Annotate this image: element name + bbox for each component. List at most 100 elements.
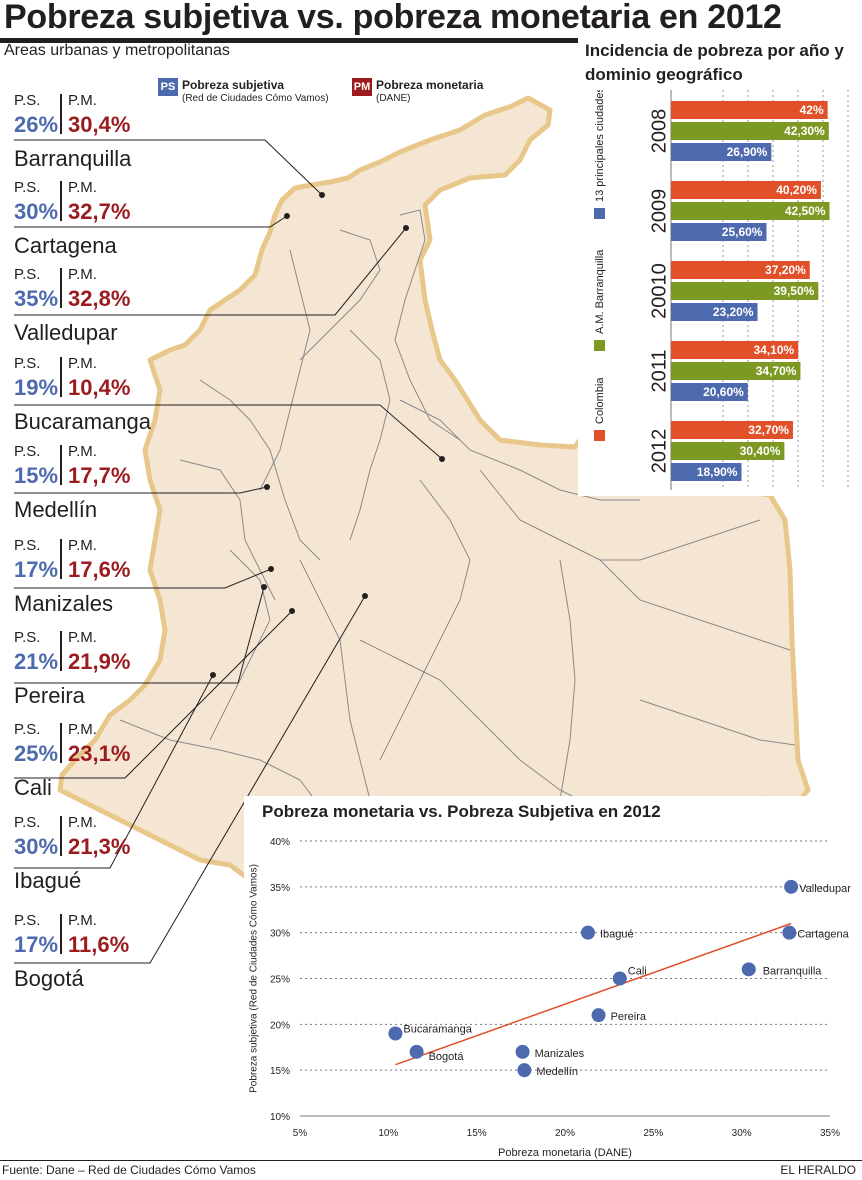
bar bbox=[671, 143, 772, 161]
bar bbox=[671, 463, 742, 481]
bar bbox=[671, 303, 758, 321]
ps-value: 25% bbox=[14, 741, 59, 766]
bar bbox=[671, 181, 821, 199]
pm-label: P.M. bbox=[68, 721, 97, 738]
scatter-point-label: Manizales bbox=[535, 1048, 585, 1060]
city-bogota: P.S. P.M. 17% 11,6% Bogotá bbox=[14, 910, 134, 992]
scatter-y-tick: 40% bbox=[270, 837, 290, 848]
bar bbox=[671, 261, 810, 279]
city-name: Ibagué bbox=[14, 868, 82, 893]
city-barranquilla: P.S. P.M. 26% 30,4% Barranquilla bbox=[14, 90, 134, 172]
scatter-point bbox=[741, 962, 756, 977]
ps-value: 30% bbox=[14, 199, 59, 224]
pm-label: P.M. bbox=[68, 179, 97, 196]
scatter-x-tick: 5% bbox=[293, 1128, 308, 1139]
scatter-point bbox=[612, 971, 627, 986]
city-medellin: P.S. P.M. 15% 17,7% Medellín bbox=[14, 441, 134, 523]
pm-value: 32,7% bbox=[68, 199, 131, 224]
bar bbox=[671, 421, 793, 439]
ps-value: 19% bbox=[14, 375, 59, 400]
pm-label: P.M. bbox=[68, 355, 97, 372]
pm-value: 17,7% bbox=[68, 463, 131, 488]
legend-pm-title: Pobreza monetaria bbox=[376, 78, 484, 92]
title-rule bbox=[0, 38, 862, 43]
city-manizales: P.S. P.M. 17% 17,6% Manizales bbox=[14, 535, 134, 617]
ps-label: P.S. bbox=[14, 179, 41, 196]
bar-data-label: 42% bbox=[800, 103, 824, 117]
pm-badge: PM bbox=[352, 78, 372, 96]
bar-legend-swatch bbox=[594, 340, 605, 351]
bar-chart: 2008 42% 42,30% 26,90% 2009 40,20% 42,50% 25,60… bbox=[594, 90, 849, 490]
scatter-trendline bbox=[395, 922, 792, 1066]
scatter-point-label: Bucaramanga bbox=[403, 1024, 472, 1036]
bar bbox=[671, 223, 767, 241]
city-name: Bucaramanga bbox=[14, 409, 151, 434]
bar-data-label: 42,50% bbox=[785, 204, 826, 218]
ps-label: P.S. bbox=[14, 537, 41, 554]
bar bbox=[671, 282, 819, 300]
legend-ps-title: Pobreza subjetiva bbox=[182, 78, 285, 92]
scatter-x-tick: 15% bbox=[467, 1128, 487, 1139]
bar-data-label: 30,40% bbox=[740, 444, 781, 458]
city-valledupar: P.S. P.M. 35% 32,8% Valledupar bbox=[14, 264, 134, 346]
bar-category-label: 2008 bbox=[648, 109, 670, 154]
ps-badge: PS bbox=[158, 78, 178, 96]
scatter-point-label: Cartagena bbox=[797, 929, 849, 941]
ps-value: 21% bbox=[14, 649, 59, 674]
bar-category-label: 2009 bbox=[648, 189, 670, 234]
pm-label: P.M. bbox=[68, 537, 97, 554]
ps-value: 15% bbox=[14, 463, 59, 488]
scatter-point bbox=[388, 1026, 403, 1041]
bar-data-label: 40,20% bbox=[776, 183, 817, 197]
ps-value: 17% bbox=[14, 557, 59, 582]
bar-data-label: 23,20% bbox=[713, 305, 754, 319]
bar-category-label: 20010 bbox=[648, 263, 670, 319]
bars-chart-title: Incidencia de pobreza por año y dominio … bbox=[585, 41, 844, 84]
bar-legend-swatch bbox=[594, 208, 605, 219]
bar-data-label: 39,50% bbox=[774, 284, 815, 298]
city-name: Manizales bbox=[14, 591, 114, 616]
ps-value: 26% bbox=[14, 112, 59, 137]
scatter-point bbox=[591, 1008, 606, 1023]
bar-category-label: 2012 bbox=[648, 429, 670, 474]
bar-legend-label: Colombia bbox=[594, 377, 606, 424]
scatter-point bbox=[784, 879, 799, 894]
ps-value: 17% bbox=[14, 932, 59, 957]
bar-data-label: 25,60% bbox=[722, 225, 763, 239]
scatter-y-tick: 35% bbox=[270, 883, 290, 894]
bar-data-label: 37,20% bbox=[765, 263, 806, 277]
scatter-x-tick: 10% bbox=[378, 1128, 398, 1139]
pm-value: 23,1% bbox=[68, 741, 131, 766]
scatter-y-tick: 30% bbox=[270, 929, 290, 940]
scatter-point-label: Barranquilla bbox=[763, 965, 823, 977]
scatter-y-tick: 25% bbox=[270, 975, 290, 986]
pm-label: P.M. bbox=[68, 92, 97, 109]
city-name: Cartagena bbox=[14, 233, 117, 258]
city-cali: P.S. P.M. 25% 23,1% Cali bbox=[14, 719, 134, 801]
pm-label: P.M. bbox=[68, 912, 97, 929]
footer-source: Fuente: Dane – Red de Ciudades Cómo Vamo… bbox=[2, 1163, 256, 1177]
legend-ps: PS Pobreza subjetiva (Red de Ciudades Có… bbox=[158, 78, 329, 106]
scatter-point-label: Medellín bbox=[536, 1066, 578, 1078]
pm-label: P.M. bbox=[68, 266, 97, 283]
city-name: Pereira bbox=[14, 683, 85, 708]
bar bbox=[671, 362, 801, 380]
bar-data-label: 18,90% bbox=[697, 465, 738, 479]
pm-value: 21,3% bbox=[68, 834, 131, 859]
footer-rule bbox=[0, 1160, 862, 1161]
pm-value: 10,4% bbox=[68, 375, 131, 400]
scatter-point bbox=[515, 1044, 530, 1059]
legend-pm: PM Pobreza monetaria (DANE) bbox=[352, 78, 483, 106]
city-pereira: P.S. P.M. 21% 21,9% Pereira bbox=[14, 627, 134, 709]
scatter-x-tick: 20% bbox=[555, 1128, 575, 1139]
pm-value: 17,6% bbox=[68, 557, 131, 582]
scatter-x-tick: 30% bbox=[732, 1128, 752, 1139]
scatter-point-label: Ibagué bbox=[600, 929, 634, 941]
pm-value: 32,8% bbox=[68, 286, 131, 311]
scatter-y-tick: 15% bbox=[270, 1066, 290, 1077]
bar bbox=[671, 383, 748, 401]
ps-label: P.S. bbox=[14, 355, 41, 372]
bar-data-label: 34,70% bbox=[756, 364, 797, 378]
city-name: Bogotá bbox=[14, 966, 84, 991]
page-subtitle: Áreas urbanas y metropolitanas bbox=[4, 42, 230, 59]
